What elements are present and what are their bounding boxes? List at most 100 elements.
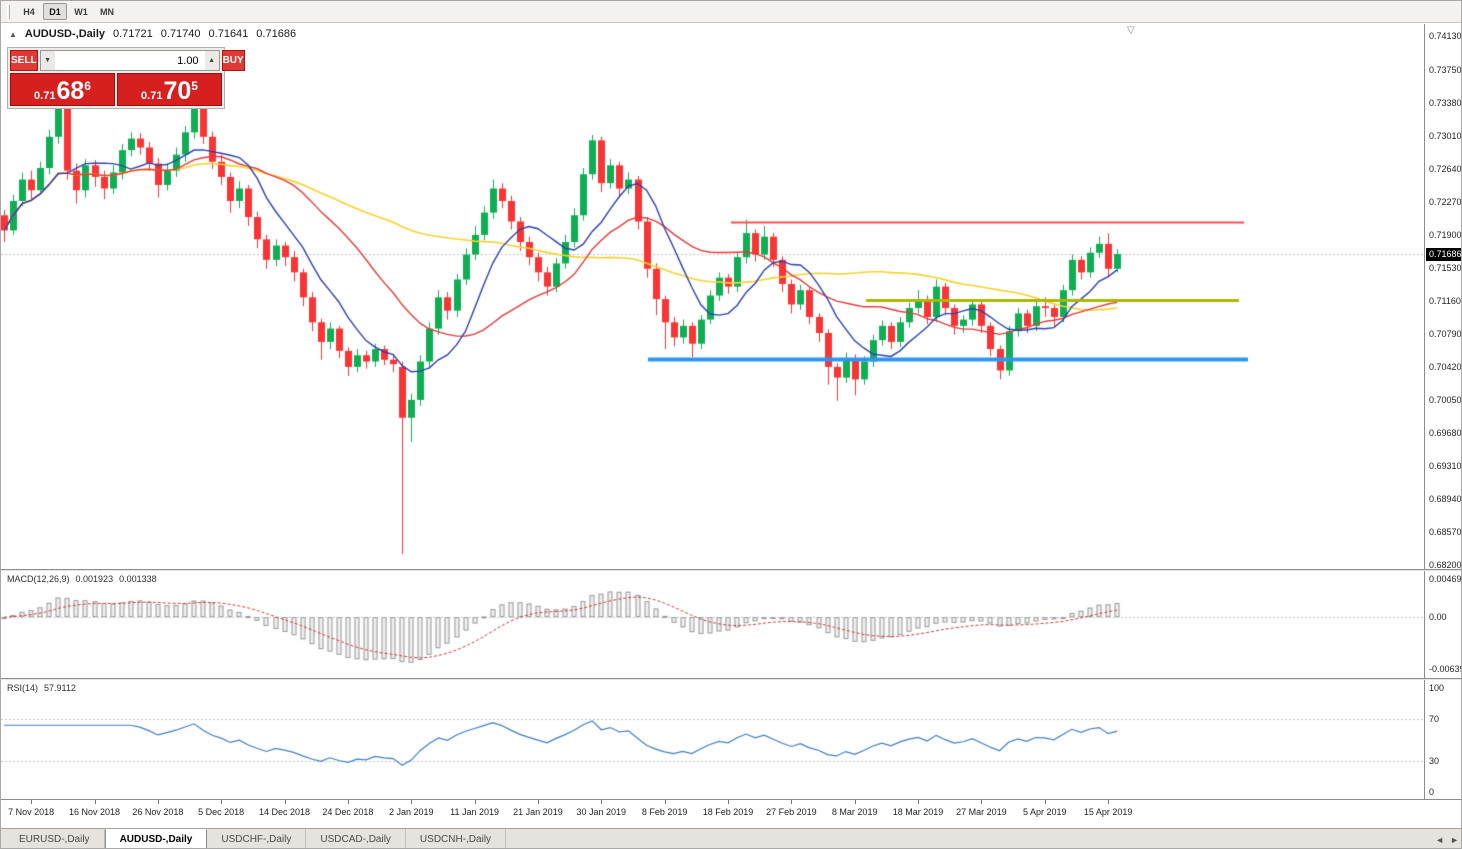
buy-price-big-digits: 70	[163, 77, 192, 105]
chart-tabs: EURUSD-,Daily AUDUSD-,Daily USDCHF-,Daily U…	[5, 829, 507, 848]
price-axis-label: 0.69310	[1429, 460, 1462, 471]
timeframe-toolbar: H4 D1 W1 MN	[1, 1, 1461, 23]
date-tick	[347, 800, 349, 804]
sell-price-pipette: 6	[84, 79, 91, 93]
timeframe-button-h4[interactable]: H4	[23, 6, 35, 17]
date-tick	[1108, 800, 1110, 804]
date-axis-label: 24 Dec 2018	[322, 807, 374, 817]
price-axis-label: 0.74130	[1429, 31, 1462, 41]
sell-price-prefix: 0.71	[34, 90, 56, 102]
price-axis-label: 0.68940	[1429, 493, 1462, 504]
ohlc-high: 0.71740	[160, 28, 201, 40]
one-click-trading-panel: SELL ▼ ▲ BUY 0.71 68 6 0.71 70 5	[7, 47, 245, 109]
date-axis[interactable]: 7 Nov 2018 16 Nov 2018 26 Nov 2018 5 Dec 20…	[1, 799, 1461, 828]
date-axis-label: 7 Nov 2018	[8, 807, 55, 817]
date-tick	[664, 800, 666, 804]
macd-splitter[interactable]	[1, 569, 1461, 571]
tab-scroll-right-icon[interactable]: ►	[1450, 835, 1459, 845]
date-tick	[411, 800, 413, 804]
ohlc-low: 0.71641	[208, 28, 249, 40]
macd-axis[interactable]: 0.004694 0.00 -0.00639	[1424, 571, 1462, 678]
chart-tabbar: EURUSD-,Daily AUDUSD-,Daily USDCHF-,Daily U…	[1, 828, 1461, 848]
buy-button[interactable]: BUY	[221, 50, 245, 71]
trade-controls-row: SELL ▼ ▲ BUY	[10, 50, 245, 71]
date-tick	[537, 800, 539, 804]
volume-decrease-button[interactable]: ▼	[40, 51, 55, 70]
date-tick	[474, 800, 476, 804]
date-axis-label: 11 Jan 2019	[450, 807, 500, 817]
price-axis-label: 0.71160	[1429, 295, 1461, 306]
price-axis-label: 0.70790	[1429, 328, 1462, 339]
toolbar-grip[interactable]	[7, 4, 10, 19]
date-tick	[918, 800, 920, 804]
buy-price-display[interactable]: 0.71 70 5	[117, 73, 222, 106]
tab-usdcnh-daily[interactable]: USDCNH-,Daily	[406, 829, 507, 848]
date-axis-label: 16 Nov 2018	[68, 807, 121, 817]
volume-input[interactable]	[54, 51, 205, 70]
date-axis-label: 2 Jan 2019	[388, 807, 434, 817]
timeframe-button-w1[interactable]: W1	[74, 6, 88, 17]
main-price-axis[interactable]: 0.74130 0.73750 0.73380 0.73010 0.72640 0.722…	[1424, 24, 1462, 570]
price-axis-label: 0.73010	[1429, 130, 1462, 141]
price-axis-label: 0.69680	[1429, 427, 1462, 438]
date-axis-label: 26 Nov 2018	[132, 807, 184, 817]
date-tick	[31, 800, 33, 804]
date-tick	[981, 800, 983, 804]
rsi-axis[interactable]: 100 70 30 0	[1424, 680, 1461, 799]
date-axis-label: 30 Jan 2019	[576, 807, 627, 817]
trade-prices-row: 0.71 68 6 0.71 70 5	[10, 73, 222, 106]
price-axis-label: 0.68200	[1429, 559, 1462, 570]
price-axis-label: 0.71530	[1429, 262, 1462, 273]
volume-increase-button[interactable]: ▲	[204, 51, 219, 70]
tab-scroll-arrows: ◄ ►	[1435, 829, 1459, 848]
date-axis-label: 18 Feb 2019	[702, 807, 754, 817]
one-click-panel-toggle-icon[interactable]: ▲	[9, 29, 17, 39]
rsi-canvas[interactable]	[1, 680, 1424, 799]
price-axis-label: 0.68570	[1429, 526, 1462, 537]
price-axis-label: 0.70050	[1429, 394, 1462, 405]
tab-usdcad-daily[interactable]: USDCAD-,Daily	[306, 829, 406, 848]
ohlc-open: 0.71721	[113, 28, 153, 40]
date-tick	[221, 800, 223, 804]
macd-axis-label: 0.004694	[1429, 574, 1462, 584]
main-chart-canvas[interactable]	[1, 24, 1424, 569]
buy-price-prefix: 0.71	[141, 90, 163, 102]
rsi-label: RSI(14) 57.9112	[7, 683, 76, 693]
tab-eurusd-daily[interactable]: EURUSD-,Daily	[5, 829, 105, 848]
date-axis-label: 14 Dec 2018	[259, 807, 311, 817]
macd-axis-label: -0.00639	[1429, 664, 1462, 674]
date-axis-label: 8 Feb 2019	[641, 807, 688, 817]
rsi-splitter[interactable]	[1, 678, 1461, 680]
chart-shift-marker-icon[interactable]: ▽	[1127, 25, 1135, 36]
date-axis-label: 5 Apr 2019	[1022, 807, 1067, 817]
rsi-indicator-name: RSI(14)	[7, 683, 39, 693]
rsi-axis-label: 30	[1429, 755, 1440, 766]
tab-usdchf-daily[interactable]: USDCHF-,Daily	[207, 829, 307, 848]
date-tick	[284, 800, 286, 804]
date-tick	[157, 800, 159, 804]
chart-header: ▲ AUDUSD-,Daily 0.71721 0.71740 0.71641 …	[9, 28, 296, 40]
ohlc-close: 0.71686	[256, 28, 297, 40]
current-price-badge: 0.71686	[1426, 247, 1461, 261]
date-axis-label: 21 Jan 2019	[513, 807, 563, 817]
rsi-axis-label: 100	[1429, 683, 1445, 693]
macd-main-value: 0.001923	[75, 574, 114, 584]
volume-spinner: ▼ ▲	[39, 50, 220, 71]
tab-scroll-left-icon[interactable]: ◄	[1435, 835, 1445, 845]
date-tick	[728, 800, 729, 804]
macd-canvas[interactable]	[1, 571, 1424, 678]
timeframe-button-mn[interactable]: MN	[100, 6, 114, 17]
rsi-value: 57.9112	[44, 683, 76, 693]
tab-audusd-daily[interactable]: AUDUSD-,Daily	[104, 829, 208, 848]
price-axis-label: 0.70420	[1429, 361, 1462, 372]
macd-signal-value: 0.001338	[119, 574, 157, 584]
date-tick	[791, 800, 793, 804]
sell-price-display[interactable]: 0.71 68 6	[10, 73, 115, 106]
sell-button[interactable]: SELL	[10, 50, 38, 71]
macd-label: MACD(12,26,9) 0.001923 0.001338	[7, 574, 157, 584]
date-axis-label: 27 Mar 2019	[956, 807, 1007, 817]
date-axis-label: 18 Mar 2019	[892, 807, 944, 817]
date-tick	[94, 800, 96, 804]
timeframe-button-d1[interactable]: D1	[43, 3, 67, 20]
